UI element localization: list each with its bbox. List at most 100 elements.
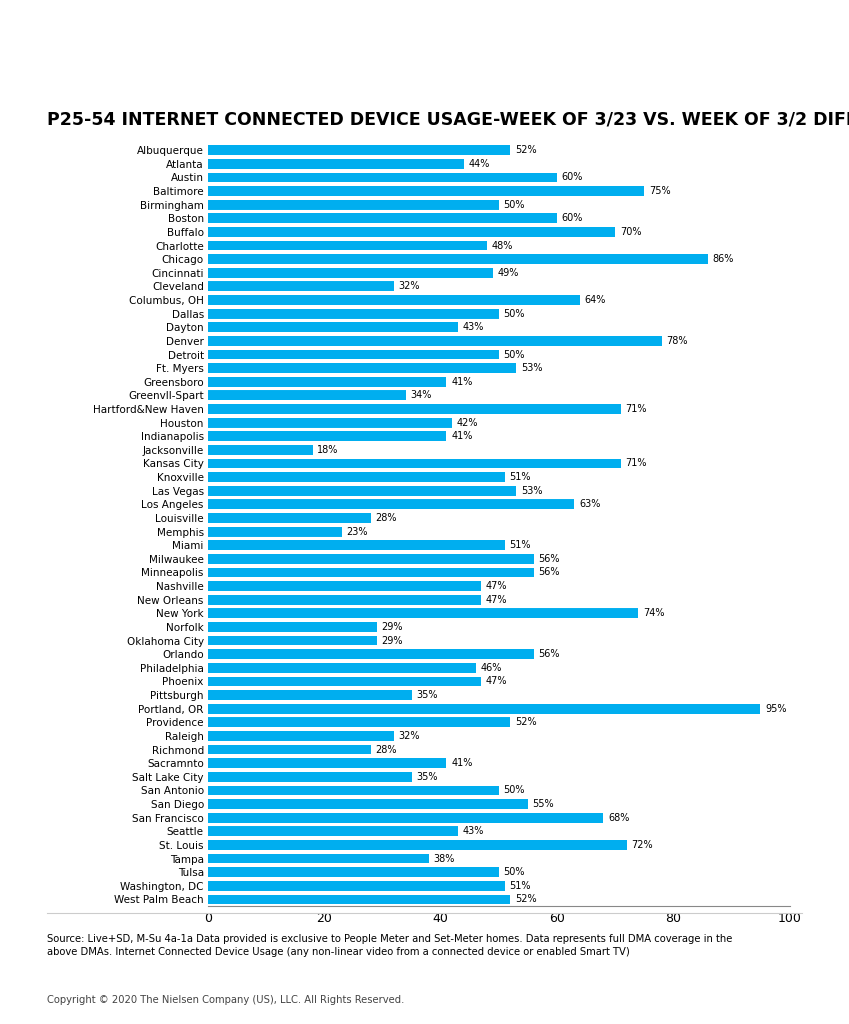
Text: 50%: 50% bbox=[503, 308, 525, 318]
Bar bbox=[208, 785, 499, 796]
Text: 32%: 32% bbox=[399, 282, 420, 292]
Text: 28%: 28% bbox=[375, 513, 397, 523]
Text: 46%: 46% bbox=[481, 663, 502, 673]
Bar bbox=[208, 445, 312, 455]
Bar bbox=[208, 323, 458, 332]
Bar bbox=[208, 159, 464, 169]
Bar bbox=[208, 349, 499, 359]
Bar bbox=[208, 145, 510, 155]
Text: 64%: 64% bbox=[585, 295, 606, 305]
Text: n: n bbox=[784, 19, 800, 42]
Text: 29%: 29% bbox=[381, 622, 402, 632]
Bar bbox=[208, 799, 528, 809]
Text: 86%: 86% bbox=[713, 254, 734, 264]
Text: 47%: 47% bbox=[486, 581, 508, 591]
Text: 60%: 60% bbox=[561, 213, 583, 223]
Text: 44%: 44% bbox=[469, 159, 490, 169]
Bar bbox=[208, 703, 761, 714]
Bar bbox=[208, 241, 487, 251]
Bar bbox=[208, 772, 412, 781]
Text: 51%: 51% bbox=[509, 541, 531, 550]
Text: 52%: 52% bbox=[515, 894, 537, 904]
Bar bbox=[208, 459, 621, 468]
Bar bbox=[208, 336, 661, 346]
Text: 35%: 35% bbox=[416, 690, 438, 700]
Bar bbox=[208, 582, 481, 591]
Bar bbox=[208, 718, 510, 727]
Bar bbox=[208, 840, 627, 850]
Text: 78%: 78% bbox=[666, 336, 688, 346]
Bar bbox=[208, 268, 493, 278]
Bar bbox=[208, 567, 534, 578]
Text: 71%: 71% bbox=[626, 404, 647, 414]
Text: 43%: 43% bbox=[463, 826, 484, 837]
Bar bbox=[208, 390, 406, 400]
Bar bbox=[208, 649, 534, 659]
Text: P25-54 INTERNET CONNECTED DEVICE USAGE-WEEK OF 3/23 VS. WEEK OF 3/2 DIFF: P25-54 INTERNET CONNECTED DEVICE USAGE-W… bbox=[47, 110, 849, 128]
Text: 70%: 70% bbox=[620, 227, 641, 237]
Text: 75%: 75% bbox=[649, 186, 671, 196]
Text: 42%: 42% bbox=[457, 418, 479, 428]
Bar bbox=[208, 895, 510, 904]
Bar bbox=[208, 213, 557, 223]
Bar bbox=[208, 881, 504, 891]
Bar bbox=[208, 731, 394, 740]
Bar bbox=[208, 472, 504, 482]
Text: 95%: 95% bbox=[765, 703, 787, 714]
Text: 71%: 71% bbox=[626, 459, 647, 469]
Text: 48%: 48% bbox=[492, 241, 513, 251]
Bar bbox=[208, 854, 429, 863]
Bar bbox=[208, 608, 638, 618]
Bar bbox=[208, 404, 621, 414]
Text: 35%: 35% bbox=[416, 772, 438, 781]
Bar bbox=[208, 663, 475, 673]
Bar bbox=[208, 636, 377, 645]
Text: 50%: 50% bbox=[503, 785, 525, 796]
Text: 43%: 43% bbox=[463, 323, 484, 332]
Bar bbox=[208, 431, 447, 441]
Bar bbox=[208, 744, 371, 755]
Text: 34%: 34% bbox=[410, 390, 432, 400]
Text: 53%: 53% bbox=[521, 485, 543, 496]
Text: 28%: 28% bbox=[375, 744, 397, 755]
Bar bbox=[208, 622, 377, 632]
Text: 55%: 55% bbox=[532, 799, 554, 809]
Text: 47%: 47% bbox=[486, 677, 508, 686]
Text: 52%: 52% bbox=[515, 145, 537, 156]
Bar bbox=[208, 364, 516, 373]
Bar bbox=[208, 690, 412, 700]
Text: 63%: 63% bbox=[579, 500, 600, 509]
Text: 32%: 32% bbox=[399, 731, 420, 741]
Bar bbox=[208, 309, 499, 318]
Text: 41%: 41% bbox=[451, 431, 473, 441]
Text: 50%: 50% bbox=[503, 200, 525, 210]
Text: 49%: 49% bbox=[498, 268, 519, 278]
Bar bbox=[208, 500, 575, 509]
Text: Copyright © 2020 The Nielsen Company (US), LLC. All Rights Reserved.: Copyright © 2020 The Nielsen Company (US… bbox=[47, 995, 404, 1006]
Text: 41%: 41% bbox=[451, 377, 473, 387]
Bar bbox=[208, 677, 481, 686]
Text: 51%: 51% bbox=[509, 472, 531, 482]
Text: 56%: 56% bbox=[538, 554, 559, 564]
Text: 41%: 41% bbox=[451, 758, 473, 768]
Text: 47%: 47% bbox=[486, 595, 508, 605]
Text: 23%: 23% bbox=[346, 526, 368, 537]
Text: 53%: 53% bbox=[521, 364, 543, 373]
Bar bbox=[208, 295, 580, 305]
Bar bbox=[208, 867, 499, 878]
Text: 74%: 74% bbox=[643, 608, 665, 618]
Bar bbox=[208, 554, 534, 564]
Bar bbox=[208, 541, 504, 550]
Bar bbox=[208, 526, 342, 537]
Text: 50%: 50% bbox=[503, 867, 525, 878]
Text: 51%: 51% bbox=[509, 881, 531, 891]
Text: 68%: 68% bbox=[608, 813, 629, 822]
Bar bbox=[208, 595, 481, 604]
Text: 38%: 38% bbox=[434, 854, 455, 863]
Bar bbox=[208, 813, 604, 822]
Text: 52%: 52% bbox=[515, 718, 537, 727]
Bar bbox=[208, 485, 516, 496]
Text: 18%: 18% bbox=[318, 444, 339, 455]
Text: 56%: 56% bbox=[538, 649, 559, 659]
Bar bbox=[208, 186, 644, 196]
